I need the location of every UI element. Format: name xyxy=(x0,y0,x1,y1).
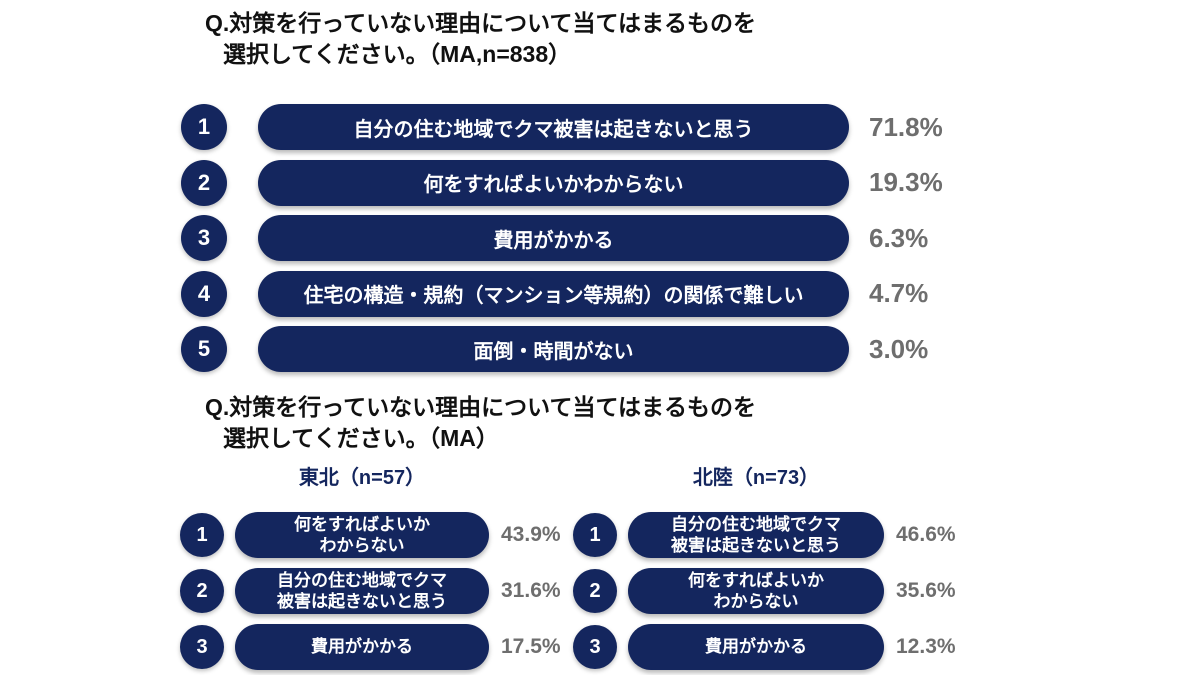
percentage-value: 43.9% xyxy=(501,523,561,546)
reason-bar: 自分の住む地域でクマ 被害は起きないと思う xyxy=(628,512,884,558)
percentage-value: 31.6% xyxy=(501,579,561,602)
ranking-row: 1 自分の住む地域でクマ 被害は起きないと思う 46.6% xyxy=(573,512,956,558)
reason-bar: 何をすればよいかわからない xyxy=(258,159,849,206)
rank-badge: 1 xyxy=(180,513,224,557)
percentage-value: 19.3% xyxy=(869,167,943,197)
percentage-value: 4.7% xyxy=(869,278,929,308)
overall-ranking-list: 1 自分の住む地域でクマ被害は起きないと思う 71.8% 2 何をすればよいかわ… xyxy=(181,104,943,372)
ranking-row: 3 費用がかかる 6.3% xyxy=(181,215,943,261)
percentage-value: 17.5% xyxy=(501,635,561,658)
rank-badge: 2 xyxy=(573,569,617,613)
question-title-regional: Q.対策を行っていない理由について当てはまるものを 選択してください。（MA） xyxy=(205,392,756,454)
question-title-overall: Q.対策を行っていない理由について当てはまるものを 選択してください。（MA,n… xyxy=(205,8,756,70)
question-title-overall-line2: 選択してください。（MA,n=838） xyxy=(223,41,572,68)
ranking-row: 2 何をすればよいかわからない 19.3% xyxy=(181,159,943,206)
rank-badge: 5 xyxy=(181,326,227,372)
reason-bar: 住宅の構造・規約（マンション等規約）の関係で難しい xyxy=(258,270,849,317)
ranking-row: 1 何をすればよいか わからない 43.9% xyxy=(180,512,561,558)
percentage-value: 12.3% xyxy=(896,635,956,658)
reason-bar: 自分の住む地域でクマ 被害は起きないと思う xyxy=(235,568,489,614)
rank-badge: 2 xyxy=(180,569,224,613)
rank-badge: 4 xyxy=(181,270,227,317)
ranking-row: 2 自分の住む地域でクマ 被害は起きないと思う 31.6% xyxy=(180,568,561,614)
reason-bar: 面倒・時間がない xyxy=(258,326,849,372)
reason-bar: 費用がかかる xyxy=(235,624,489,670)
hokuriku-ranking-list: 1 自分の住む地域でクマ 被害は起きないと思う 46.6% 2 何をすればよいか… xyxy=(573,512,956,670)
tohoku-ranking-list: 1 何をすればよいか わからない 43.9% 2 自分の住む地域でクマ 被害は起… xyxy=(180,512,561,670)
ranking-row: 1 自分の住む地域でクマ被害は起きないと思う 71.8% xyxy=(181,104,943,150)
reason-bar: 何をすればよいか わからない xyxy=(235,512,489,558)
rank-badge: 3 xyxy=(573,625,617,669)
group-heading-hokuriku: 北陸（n=73） xyxy=(692,467,820,489)
reason-bar: 費用がかかる xyxy=(258,215,849,261)
rank-badge: 1 xyxy=(573,513,617,557)
reason-bar: 費用がかかる xyxy=(628,624,884,670)
ranking-row: 3 費用がかかる 17.5% xyxy=(180,624,561,670)
percentage-value: 35.6% xyxy=(896,579,956,602)
rank-badge: 1 xyxy=(181,104,227,150)
question-title-regional-line1: Q.対策を行っていない理由について当てはまるものを xyxy=(205,394,756,420)
question-title-regional-line2: 選択してください。（MA） xyxy=(223,425,499,452)
group-heading-tohoku: 東北（n=57） xyxy=(298,467,426,489)
question-title-overall-line1: Q.対策を行っていない理由について当てはまるものを xyxy=(205,10,756,36)
percentage-value: 71.8% xyxy=(869,111,943,142)
percentage-value: 6.3% xyxy=(869,222,929,253)
ranking-row: 4 住宅の構造・規約（マンション等規約）の関係で難しい 4.7% xyxy=(181,270,943,317)
ranking-row: 2 何をすればよいか わからない 35.6% xyxy=(573,568,956,614)
rank-badge: 3 xyxy=(181,215,227,261)
reason-bar: 自分の住む地域でクマ被害は起きないと思う xyxy=(258,104,849,150)
ranking-row: 3 費用がかかる 12.3% xyxy=(573,624,956,670)
rank-badge: 2 xyxy=(181,159,227,206)
reason-bar: 何をすればよいか わからない xyxy=(628,568,884,614)
ranking-row: 5 面倒・時間がない 3.0% xyxy=(181,326,943,372)
percentage-value: 46.6% xyxy=(896,523,956,546)
percentage-value: 3.0% xyxy=(869,333,929,364)
rank-badge: 3 xyxy=(180,625,224,669)
